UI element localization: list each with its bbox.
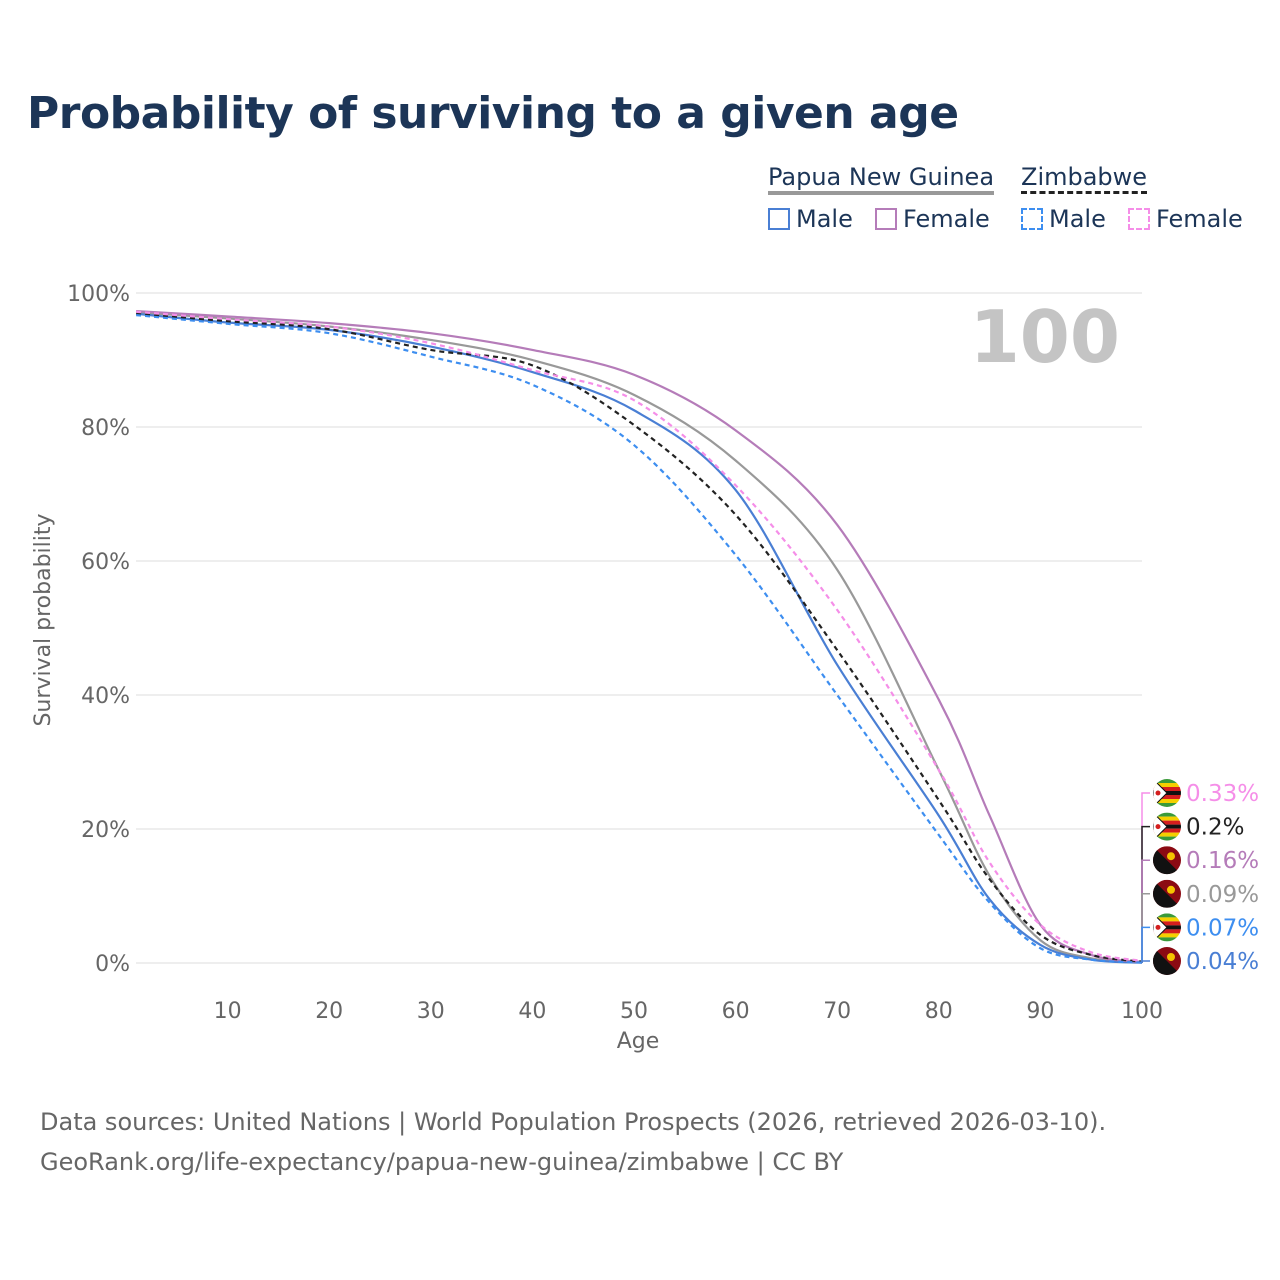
flag-stripe: [1153, 832, 1181, 837]
flag-body: [1153, 913, 1181, 942]
flag-stripe: [1153, 836, 1181, 841]
x-tick-label: 30: [417, 999, 445, 1024]
x-tick-label: 10: [214, 999, 242, 1024]
series-line-zimbabwe-male: [136, 314, 1143, 964]
png-flag-icon: [1153, 879, 1181, 908]
legend-swatch: [875, 208, 897, 230]
end-label: 0.2%: [1186, 815, 1244, 841]
legend-label: Male: [796, 205, 853, 233]
x-tick-label: 90: [1026, 999, 1054, 1024]
series-line-papua-new-guinea-female: [136, 309, 1143, 964]
flag-body: [1153, 879, 1181, 908]
flag-body: [1153, 947, 1181, 975]
end-label-connector: [1141, 960, 1150, 963]
end-label-connector: [1141, 825, 1150, 963]
zwe-flag-icon: [1153, 913, 1181, 942]
flag-stripe: [1153, 933, 1181, 938]
flag-black: [1153, 879, 1181, 908]
x-tick-label: 20: [315, 999, 343, 1024]
flag-stripe: [1153, 913, 1181, 918]
end-label: 0.09%: [1186, 882, 1259, 908]
footer-sources: Data sources: United Nations | World Pop…: [40, 1108, 1107, 1136]
flag-body: [1153, 812, 1181, 841]
flag-stripe: [1153, 820, 1181, 825]
x-tick-label: 50: [620, 999, 648, 1024]
end-label-connector: [1141, 893, 1150, 963]
y-tick-label: 0%: [95, 952, 130, 977]
end-label: 0.16%: [1186, 848, 1259, 874]
end-label: 0.07%: [1186, 915, 1259, 941]
zwe-flag-icon: [1153, 812, 1181, 841]
flag-stripe: [1153, 795, 1181, 799]
legend-png-female[interactable]: Female: [875, 205, 990, 233]
end-label: 0.33%: [1186, 781, 1259, 807]
series-line-zimbabwe-total: [136, 312, 1143, 963]
flag-stripe: [1153, 921, 1181, 926]
footer-url[interactable]: GeoRank.org/life-expectancy/papua-new-gu…: [40, 1148, 844, 1176]
flag-stripe: [1153, 929, 1181, 934]
big-age-label: 100: [970, 295, 1120, 379]
series-line-zimbabwe-female: [136, 310, 1143, 962]
legend-label: Male: [1049, 205, 1106, 233]
flag-stripe: [1153, 779, 1181, 783]
flag-bird: [1167, 953, 1175, 961]
y-tick-label: 60%: [81, 550, 130, 575]
legend-swatch: [768, 208, 790, 230]
end-label-connector: [1141, 926, 1150, 963]
flag-stripe: [1153, 803, 1181, 807]
chart-title: Probability of surviving to a given age: [27, 88, 959, 139]
end-label-connector: [1141, 859, 1150, 963]
legend-label: Female: [903, 205, 990, 233]
legend-swatch: [1021, 208, 1043, 230]
flag-star: [1155, 824, 1161, 830]
x-axis-label: Age: [617, 1029, 660, 1054]
x-tick-label: 80: [925, 999, 953, 1024]
png-flag-icon: [1153, 947, 1181, 975]
legend-country-zwe: Zimbabwe: [1021, 163, 1148, 194]
legend-zwe-male[interactable]: Male: [1021, 205, 1106, 233]
flag-body: [1153, 846, 1181, 875]
png-flag-icon: [1153, 846, 1181, 875]
x-tick-label: 60: [722, 999, 750, 1024]
flag-stripe: [1153, 783, 1181, 787]
y-tick-label: 40%: [81, 684, 130, 709]
flag-stripe: [1153, 828, 1181, 833]
y-tick-label: 20%: [81, 818, 130, 843]
legend-swatch: [1128, 208, 1150, 230]
flag-star: [1155, 924, 1161, 930]
flag-stripe: [1153, 799, 1181, 803]
zwe-flag-icon: [1153, 779, 1181, 807]
flag-bird: [1167, 885, 1175, 894]
flag-stripe: [1153, 812, 1181, 817]
flag-body: [1153, 779, 1181, 807]
y-axis-label: Survival probability: [31, 513, 56, 726]
y-tick-label: 80%: [81, 416, 130, 441]
legend-label: Female: [1156, 205, 1243, 233]
x-tick-label: 40: [518, 999, 546, 1024]
flag-black: [1153, 947, 1181, 975]
legend-png-male[interactable]: Male: [768, 205, 853, 233]
legend-group-zwe: Zimbabwe: [1021, 163, 1148, 194]
flag-bird: [1167, 852, 1175, 861]
x-tick-label: 70: [823, 999, 851, 1024]
legend-country-png: Papua New Guinea: [768, 163, 995, 195]
legend-zwe-female[interactable]: Female: [1128, 205, 1243, 233]
flag-stripe: [1153, 787, 1181, 791]
y-tick-label: 100%: [67, 282, 130, 307]
end-label-connector: [1141, 792, 1150, 963]
flag-star: [1155, 790, 1161, 796]
legend-group-png: Papua New Guinea: [768, 163, 995, 195]
flag-black: [1153, 846, 1181, 875]
flag-stripe: [1153, 816, 1181, 821]
x-tick-label: 100: [1121, 999, 1163, 1024]
end-label: 0.04%: [1186, 949, 1259, 975]
flag-stripe: [1153, 917, 1181, 922]
flag-stripe: [1153, 937, 1181, 942]
